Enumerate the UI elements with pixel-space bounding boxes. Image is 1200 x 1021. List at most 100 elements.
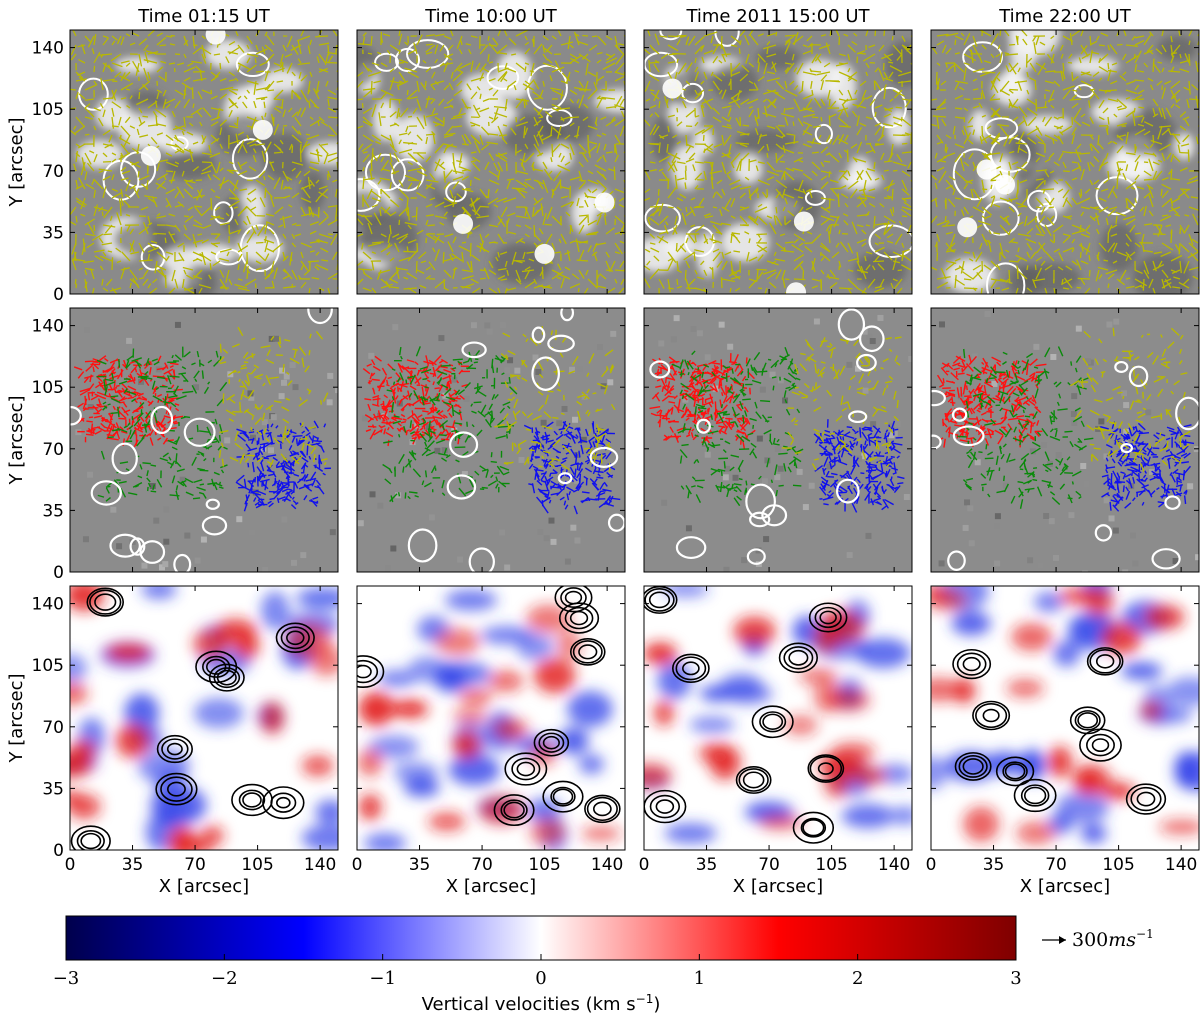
flow-arrow [308,389,312,395]
flow-arrow [102,109,106,118]
flow-arrow [703,143,714,153]
flow-arrow [118,480,127,484]
flow-arrow [524,266,531,271]
flow-arrow [167,371,176,380]
flow-arrow [757,287,763,290]
noise-cell [570,524,577,531]
flow-arrow [297,58,302,64]
flow-arrow [842,104,849,118]
flow-arrow [700,80,705,85]
flow-arrow [802,121,813,127]
flow-arrow [1078,85,1082,91]
flow-arrow [259,478,270,483]
flow-arrow [118,358,121,368]
flow-arrow [829,113,837,118]
flow-arrow [1085,224,1091,231]
flow-arrow [838,89,844,96]
flow-arrow [91,287,95,294]
flow-arrow [806,231,813,235]
flow-arrow [427,435,434,443]
flow-arrow [315,500,319,504]
contour [868,224,912,259]
flow-arrow [401,365,411,374]
flow-arrow [443,368,452,374]
flow-arrow [704,215,714,219]
flow-arrow [184,477,194,484]
flow-arrow [645,98,651,102]
flow-arrow [576,197,580,207]
flow-arrow [1191,84,1199,91]
flow-arrow [420,82,427,91]
flow-arrow [255,179,266,187]
noise-cell [141,562,148,569]
flow-arrow [167,287,176,294]
flow-arrow [153,386,158,391]
flow-arrow [149,437,154,446]
flow-arrow [569,98,575,104]
flow-arrow [194,206,203,217]
flow-arrow [130,251,140,255]
flow-arrow [265,438,270,442]
flow-arrow [389,257,395,262]
flow-arrow [225,212,230,217]
flow-arrow [128,492,138,496]
flow-arrow [110,395,119,398]
flow-arrow [272,472,277,478]
flow-arrow [155,386,160,391]
flow-arrow [156,66,164,73]
y-tick-label: 0 [53,285,64,305]
flow-arrow [485,469,489,478]
flow-arrow [453,89,463,97]
flow-arrow [309,161,319,165]
flow-arrow [77,371,85,379]
flow-arrow [561,72,571,82]
flow-arrow [484,161,490,171]
flow-arrow [730,275,741,280]
flow-arrow [716,179,723,185]
flow-arrow [543,47,553,55]
flow-arrow [84,267,95,271]
flow-arrow [237,170,248,176]
flow-arrow [894,89,903,99]
flow-arrow [649,268,660,280]
flow-arrow [336,260,338,262]
flow-arrow [141,83,149,91]
flow-arrow [587,245,592,253]
flow-arrow [415,206,418,221]
flow-arrow [242,394,248,399]
flow-arrow [131,391,139,394]
flow-arrow [811,53,819,64]
flow-arrow [1033,278,1046,282]
flow-arrow [371,359,376,366]
flow-arrow [1026,287,1033,293]
flow-arrow [1089,134,1094,140]
flow-arrow [1116,105,1123,109]
contour [90,480,122,506]
flow-arrow [759,134,768,138]
flow-arrow [1179,167,1188,172]
flow-arrow [416,191,427,199]
flow-arrow [165,35,173,38]
flow-arrow [218,435,221,442]
flow-arrow [300,242,312,248]
flow-arrow [503,78,508,82]
flow-arrow [910,251,912,253]
flow-arrow [1009,88,1019,91]
flow-arrow [1080,278,1086,285]
flow-arrow [139,134,149,138]
flow-arrow [240,366,248,370]
flow-arrow [1102,107,1109,114]
flow-arrow [842,175,849,181]
flow-arrow [784,67,790,73]
flow-arrow [979,71,992,77]
flow-arrow [270,442,275,445]
flow-arrow [1044,116,1053,127]
flow-arrow [291,125,300,135]
flow-arrow [981,179,985,193]
flow-arrow [1159,125,1172,128]
flow-arrow [235,31,239,37]
flow-arrow [667,187,677,199]
flow-arrow [165,134,174,142]
flow-arrow [1137,89,1145,95]
flow-arrow [125,62,131,67]
